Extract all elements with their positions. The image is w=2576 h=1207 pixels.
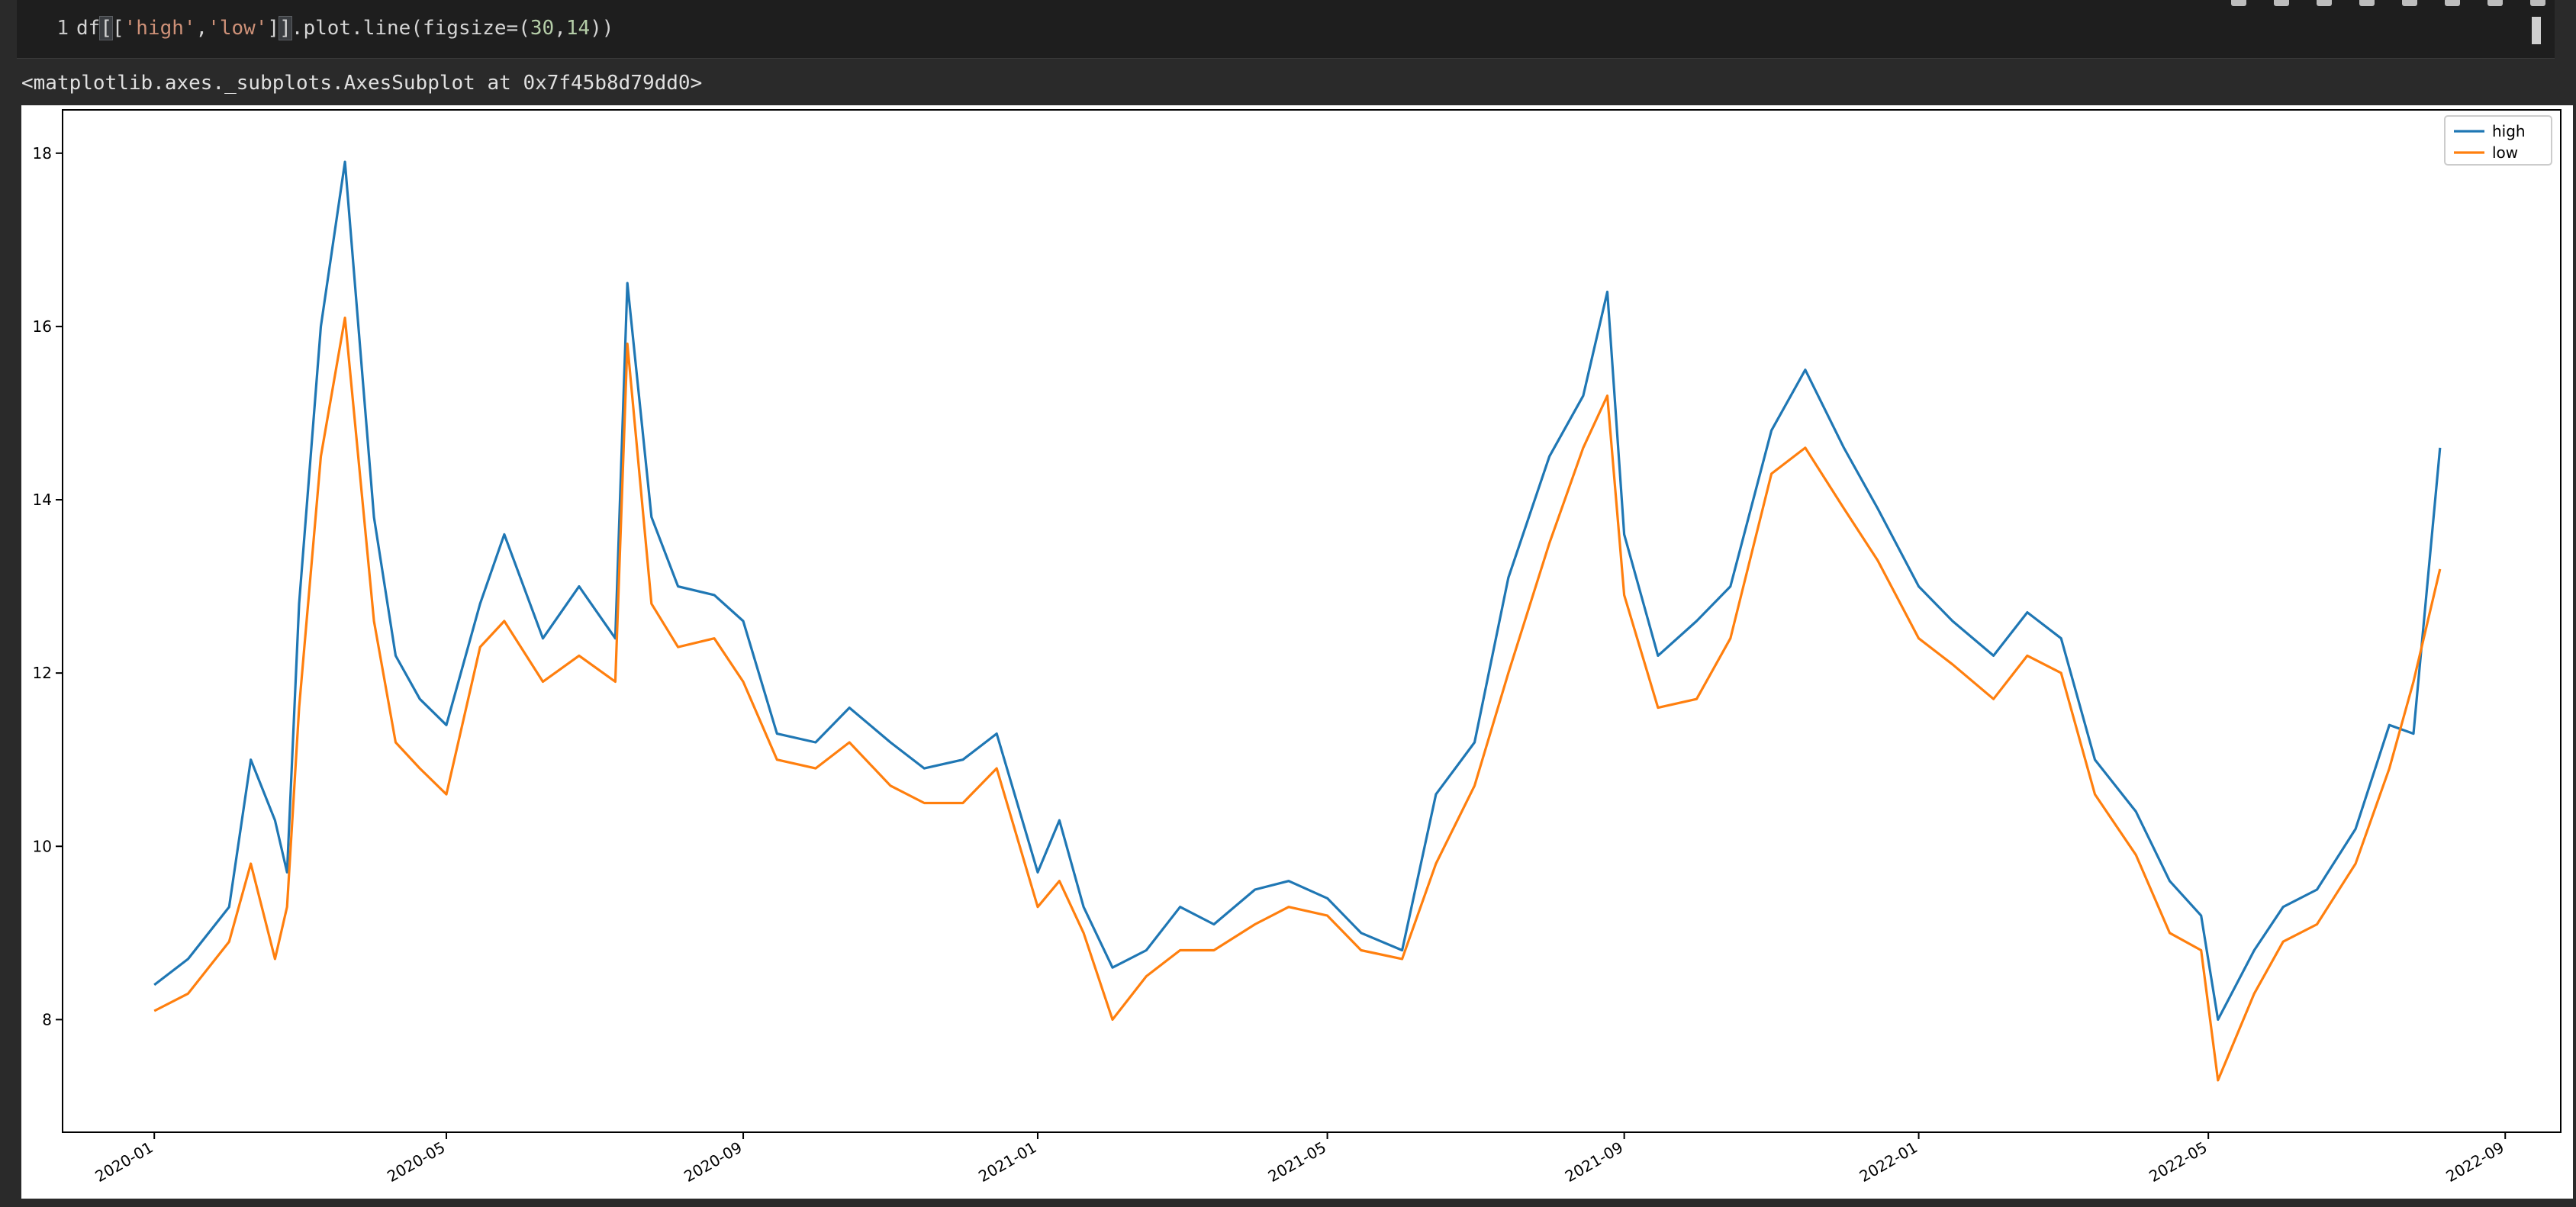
code-token: , (195, 17, 208, 40)
line-number: 1 (56, 17, 69, 40)
move-down-icon[interactable] (2274, 0, 2289, 6)
line-chart: 8 10 12 14 16 18 2020-01 2020-05 2020-09 2021-01 2… (33, 109, 2562, 1186)
y-tick-label: 8 (42, 1010, 52, 1028)
x-tick-label: 2020-09 (681, 1138, 745, 1186)
code-token: ] (267, 17, 280, 40)
code-string: 'high' (124, 17, 196, 40)
x-tick-label: 2021-09 (1562, 1138, 1626, 1186)
y-tick-label: 12 (33, 664, 52, 682)
move-up-icon[interactable] (2231, 0, 2246, 6)
code-cell-input[interactable]: 1 df[['high','low']].plot.line(figsize=(… (17, 0, 2555, 59)
y-tick-label: 18 (33, 144, 52, 163)
legend-label-low: low (2492, 143, 2518, 162)
series-line-high (153, 160, 2442, 1022)
gear-icon[interactable] (2402, 0, 2417, 6)
cell-toolbar (2231, 0, 2545, 8)
x-tick-label: 2021-01 (975, 1138, 1039, 1186)
x-tick-label: 2020-01 (92, 1138, 156, 1186)
plot-figure: 8 10 12 14 16 18 2020-01 2020-05 2020-09 2021-01 2… (21, 105, 2573, 1199)
code-token: ] (279, 16, 292, 40)
plot-frame (62, 109, 2562, 1133)
code-number: 14 (565, 17, 591, 40)
x-tick-label: 2020-05 (384, 1138, 448, 1186)
output-repr: <matplotlib.axes._subplots.AxesSubplot a… (21, 72, 703, 95)
code-token: df (76, 17, 101, 40)
code-token: .plot.line(figsize=( (291, 17, 530, 40)
bottom-band (0, 1199, 2576, 1207)
x-tick-label: 2022-05 (2146, 1138, 2210, 1186)
y-tick-label: 10 (33, 837, 52, 855)
code-string: 'low' (208, 17, 268, 40)
more-icon[interactable] (2530, 0, 2545, 6)
code-editor[interactable]: df[['high','low']].plot.line(figsize=(30… (76, 16, 614, 40)
code-token: [ (111, 17, 124, 40)
x-tick-label: 2022-09 (2442, 1138, 2507, 1186)
x-tick-label: 2022-01 (1856, 1138, 1921, 1186)
y-tick-label: 14 (33, 491, 52, 509)
comment-icon[interactable] (2359, 0, 2375, 6)
code-token: [ (99, 16, 113, 40)
delete-icon[interactable] (2487, 0, 2503, 6)
code-token: , (554, 17, 566, 40)
x-tick-label: 2021-05 (1265, 1138, 1329, 1186)
link-icon[interactable] (2317, 0, 2332, 6)
code-token: )) (590, 17, 614, 40)
y-tick-label: 16 (33, 317, 52, 336)
mirror-cell-icon[interactable] (2445, 0, 2460, 6)
series-line-low (153, 316, 2442, 1082)
scrollbar-handle[interactable] (2532, 17, 2541, 44)
legend-label-high: high (2492, 122, 2526, 140)
code-number: 30 (530, 17, 555, 40)
